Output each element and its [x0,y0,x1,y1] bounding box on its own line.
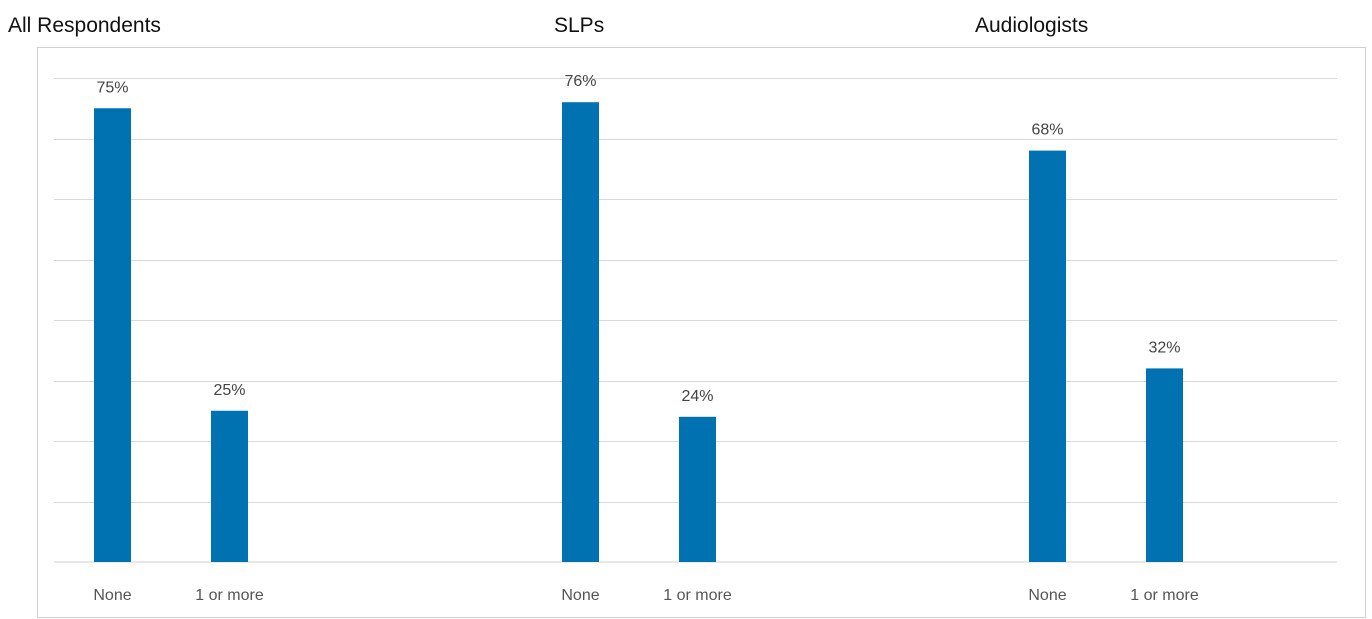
chart-frame [37,47,1366,618]
group-title: All Respondents [8,14,161,37]
bars [94,102,1183,562]
bar [94,108,131,562]
group-title: Audiologists [975,14,1088,37]
group-title: SLPs [554,14,604,37]
bar [679,416,716,562]
data-label: 24% [681,388,713,405]
tick-label: None [93,587,131,604]
data-label: 25% [213,382,245,399]
bar [1146,368,1183,562]
labels: 75% None 25% 1 or more 76% None 24% 1 or more 68… [93,73,1198,604]
bar [211,410,248,562]
tick-label: 1 or more [195,587,264,604]
data-label: 76% [564,73,596,90]
gridlines [54,78,1337,503]
bar [562,102,599,562]
tick-label: 1 or more [663,587,732,604]
tick-label: 1 or more [1130,587,1199,604]
data-label: 75% [96,79,128,96]
tick-label: None [1028,587,1066,604]
bar [1029,150,1066,562]
data-label: 32% [1148,339,1180,356]
data-label: 68% [1031,122,1063,139]
group-titles: All Respondents SLPs Audiologists [8,14,1088,37]
tick-label: None [561,587,599,604]
